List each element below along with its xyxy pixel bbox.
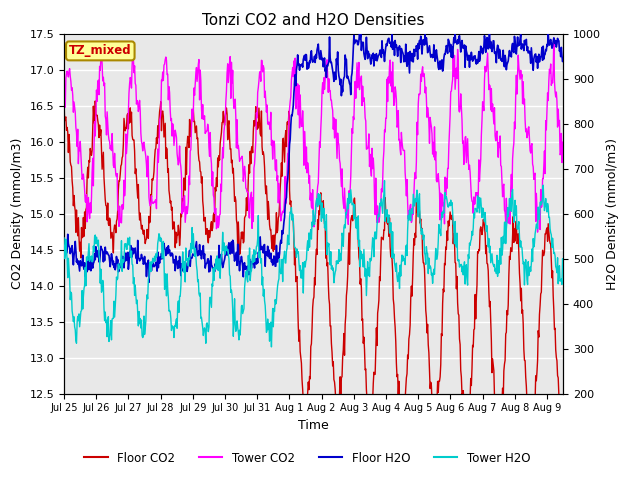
Y-axis label: CO2 Density (mmol/m3): CO2 Density (mmol/m3) bbox=[11, 138, 24, 289]
X-axis label: Time: Time bbox=[298, 419, 329, 432]
Title: Tonzi CO2 and H2O Densities: Tonzi CO2 and H2O Densities bbox=[202, 13, 425, 28]
Legend: Floor CO2, Tower CO2, Floor H2O, Tower H2O: Floor CO2, Tower CO2, Floor H2O, Tower H… bbox=[79, 447, 535, 469]
Text: TZ_mixed: TZ_mixed bbox=[69, 44, 132, 58]
Y-axis label: H2O Density (mmol/m3): H2O Density (mmol/m3) bbox=[607, 138, 620, 289]
